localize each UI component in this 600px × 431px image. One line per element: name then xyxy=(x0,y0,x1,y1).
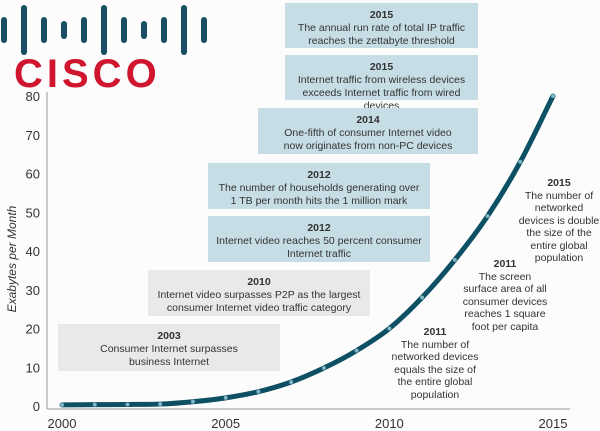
data-point xyxy=(60,402,64,407)
y-tick-label: 10 xyxy=(26,360,40,375)
annotation-box: 2010 Internet video surpasses P2P as the … xyxy=(148,270,370,316)
data-point xyxy=(518,159,523,164)
annotation-note: 2015 The number of networked devices is d… xyxy=(518,177,600,264)
y-axis-label: Exabytes per Month xyxy=(5,205,19,313)
x-tick-label: 2010 xyxy=(375,416,404,431)
y-tick-label: 50 xyxy=(26,205,40,220)
annotation-box: 2003 Consumer Internet surpasses business… xyxy=(58,324,280,371)
data-point xyxy=(387,326,392,331)
data-point xyxy=(256,389,261,394)
y-tick-label: 80 xyxy=(26,89,40,104)
annotation-box: 2015 Internet traffic from wireless devic… xyxy=(285,55,478,112)
data-point xyxy=(125,402,130,407)
y-tick-label: 0 xyxy=(33,399,40,414)
annotation-box: 2014 One-fifth of consumer Internet video… xyxy=(258,108,478,154)
data-point xyxy=(289,379,294,384)
data-point xyxy=(485,214,490,219)
data-point xyxy=(190,399,195,404)
data-point xyxy=(92,402,97,407)
cisco-logo: CISCO xyxy=(14,52,161,96)
data-point xyxy=(354,348,359,353)
annotation-box: 2015 The annual run rate of total IP traf… xyxy=(285,3,478,48)
data-point xyxy=(223,395,228,400)
x-tick-label: 2005 xyxy=(211,416,240,431)
data-point xyxy=(551,94,555,98)
series-line xyxy=(59,93,556,408)
annotation-box: 2012 Internet video reaches 50 percent co… xyxy=(208,216,430,262)
x-tick-label: 2015 xyxy=(539,416,568,431)
y-tick-label: 30 xyxy=(26,283,40,298)
annotation-box: 2012 The number of households generating … xyxy=(208,163,430,209)
data-point xyxy=(321,366,326,371)
x-tick-label: 2000 xyxy=(48,416,77,431)
data-point xyxy=(420,295,425,300)
y-tick-label: 60 xyxy=(26,167,40,182)
data-point xyxy=(452,257,457,262)
y-tick-label: 20 xyxy=(26,322,40,337)
y-tick-label: 40 xyxy=(26,244,40,259)
data-point xyxy=(158,402,163,407)
y-tick-label: 70 xyxy=(26,128,40,143)
annotation-note: 2011 The number of networked devices equa… xyxy=(391,326,479,401)
annotation-note: 2011 The screen surface area of all consu… xyxy=(462,258,548,333)
